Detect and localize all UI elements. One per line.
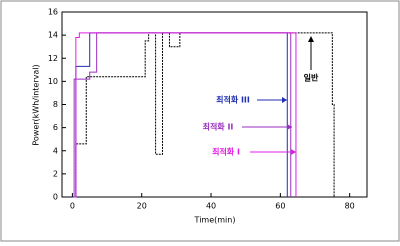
y-axis-label: Power(kWh/interval)	[32, 64, 41, 145]
x-tick-label: 60	[275, 202, 285, 211]
y-tick-label: 12	[48, 54, 58, 63]
series-label: 최적화 II	[203, 122, 234, 132]
y-tick-label: 8	[53, 100, 58, 109]
x-tick-label: 40	[206, 202, 216, 211]
x-tick-label: 20	[137, 202, 147, 211]
y-tick-label: 16	[48, 8, 58, 17]
series-label: 일반	[304, 73, 319, 83]
series-line	[74, 32, 297, 198]
arrowhead	[282, 97, 287, 103]
x-axis-label: Time(min)	[194, 216, 236, 225]
x-tick-label: 0	[70, 202, 75, 211]
series-label: 최적화 III	[216, 95, 250, 105]
y-tick-label: 2	[53, 169, 58, 178]
series-label: 최적화 I	[212, 147, 240, 157]
arrowhead	[287, 124, 292, 130]
y-tick-label: 0	[53, 193, 58, 202]
arrowhead	[291, 149, 296, 155]
y-tick-label: 4	[53, 146, 58, 155]
y-tick-label: 10	[48, 77, 58, 86]
x-tick-label: 80	[345, 202, 355, 211]
y-tick-label: 14	[48, 31, 58, 40]
arrowhead	[308, 36, 314, 42]
y-tick-label: 6	[53, 123, 58, 132]
